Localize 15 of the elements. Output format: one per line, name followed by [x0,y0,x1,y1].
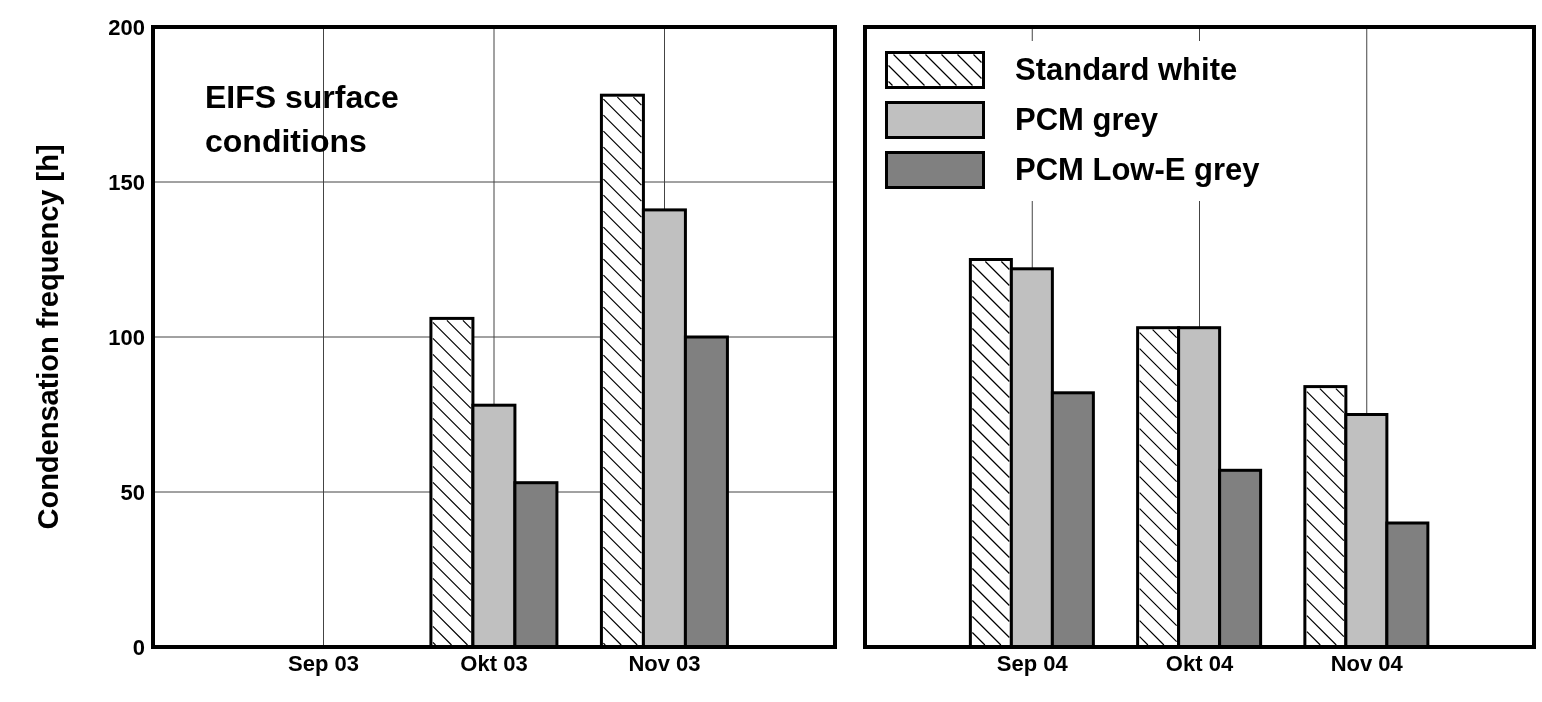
y-tick-label: 150 [108,169,145,195]
y-axis-title: Condensation frequency [h] [32,144,64,530]
x-tick-label: Okt 03 [460,650,528,676]
y-tick-label: 0 [132,634,145,660]
legend-label: PCM Low-E grey [1015,152,1260,188]
x-tick-label: Sep 04 [996,650,1069,676]
legend-label: Standard white [1015,52,1238,88]
x-tick-label: Nov 03 [628,650,701,676]
legend-label: PCM grey [1015,102,1158,138]
x-tick-label: Sep 03 [288,650,359,676]
y-tick-label: 100 [108,324,145,350]
x-tick-label: Nov 04 [1330,650,1404,676]
y-tick-label: 200 [108,14,145,40]
x-tick-label: Okt 04 [1165,650,1234,676]
y-tick-label: 50 [120,479,145,505]
